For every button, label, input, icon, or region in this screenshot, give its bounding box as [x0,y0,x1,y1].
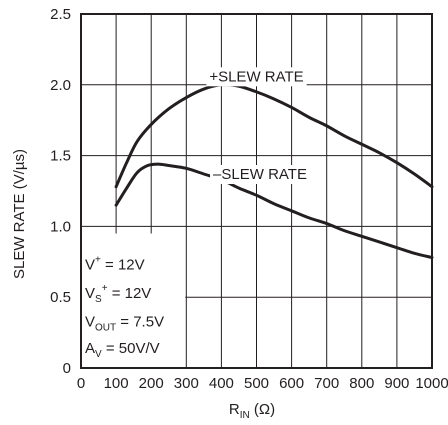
y-tick-label: 2.0 [50,77,71,94]
x-tick-label: 300 [174,375,199,392]
x-tick-label: 500 [244,375,269,392]
x-tick-label: 200 [139,375,164,392]
x-tick-label: 0 [77,375,85,392]
x-tick-label: 900 [384,375,409,392]
y-tick-label: 1.5 [50,148,71,165]
condition-vout: VOUT = 7.5V [85,313,164,333]
x-tick-label: 1000 [415,375,448,392]
conditions-box [82,233,186,367]
condition-av: AV = 50V/V [85,340,160,360]
x-tick-label: 100 [104,375,129,392]
x-tick-label: 600 [279,375,304,392]
condition-vs-plus: VS+ = 12V [85,283,151,305]
x-tick-label: 800 [349,375,374,392]
plus-slew-rate-line [114,83,434,189]
y-tick-labels: 0 0.5 1.0 1.5 2.0 2.5 [50,6,71,377]
y-tick-label: 2.5 [50,6,71,23]
series-group [114,83,434,260]
y-tick-label: 0 [63,360,71,377]
series-label-background [206,67,307,87]
x-tick-label: 700 [314,375,339,392]
conditions-background [82,233,186,367]
minus-slew-rate-label: –SLEW RATE [213,166,307,183]
minus-slew-rate-line [114,162,434,260]
y-tick-label: 0.5 [50,289,71,306]
x-tick-label: 400 [209,375,234,392]
series-labels: +SLEW RATE –SLEW RATE [206,67,310,185]
x-tick-labels: 0 100 200 300 400 500 600 700 800 900 1000 [77,375,448,392]
conditions-notes: V+ = 12V VS+ = 12V VOUT = 7.5V AV = 50V/V [85,255,164,361]
x-axis-title-sub: IN [240,410,250,421]
condition-vplus: V+ = 12V [85,255,145,274]
y-axis-title: SLEW RATE (V/µs) [11,149,28,279]
plot-frame [80,13,433,369]
y-tick-label: 1.0 [50,218,71,235]
x-axis-title-main: R [229,401,240,418]
plus-slew-rate-label: +SLEW RATE [209,68,303,85]
series-label-background [210,165,310,185]
x-axis-title-unit: (Ω) [250,401,275,418]
x-axis-title: RIN (Ω) [229,401,275,421]
